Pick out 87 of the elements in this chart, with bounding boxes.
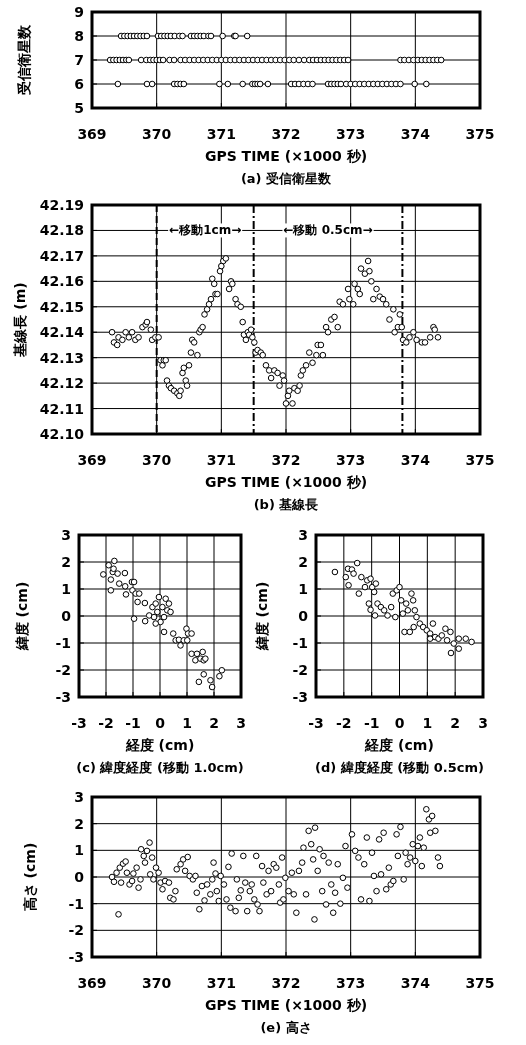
y-tick-label: -2 bbox=[68, 922, 84, 939]
y-axis-title: 基線長 (m) bbox=[12, 282, 28, 358]
x-tick-label: 371 bbox=[206, 452, 236, 468]
y-tick-label: -2 bbox=[292, 662, 308, 678]
y-tick-label: 1 bbox=[298, 581, 308, 597]
text: (c) 緯度経度 (移動 1.0cm) bbox=[76, 759, 244, 775]
x-axis-title: GPS TIME (×1000 秒) bbox=[204, 148, 368, 164]
x-axis-title: GPS TIME (×1000 秒) bbox=[204, 997, 368, 1013]
y-tick-label: 8 bbox=[74, 28, 84, 44]
y-tick-label: 9 bbox=[74, 4, 84, 20]
y-tick-label: 6 bbox=[74, 76, 84, 92]
y-tick-label: 3 bbox=[74, 789, 84, 805]
y-tick-label: 0 bbox=[74, 869, 85, 885]
y-tick-label: 1 bbox=[61, 581, 71, 597]
x-tick-label: 372 bbox=[271, 975, 301, 991]
y-tick-label: -1 bbox=[68, 895, 84, 912]
y-tick-label: -2 bbox=[55, 662, 71, 678]
y-axis-title: 受信衛星数 bbox=[16, 24, 32, 96]
x-axis-title: 経度 (cm) bbox=[364, 737, 434, 753]
text: (b) 基線長 bbox=[253, 496, 319, 512]
x-tick-label: 2 bbox=[209, 715, 219, 731]
x-tick-label: 374 bbox=[400, 452, 431, 468]
y-tick-label: 5 bbox=[74, 100, 84, 116]
x-tick-label: 373 bbox=[336, 452, 366, 468]
x-tick-label: 375 bbox=[465, 126, 495, 142]
x-tick-label: -1 bbox=[363, 715, 380, 731]
y-tick-label: -3 bbox=[55, 689, 71, 705]
y-axis-title: 高さ (cm) bbox=[22, 842, 38, 912]
x-tick-label: 373 bbox=[336, 126, 366, 142]
y-tick-label: 42.17 bbox=[39, 247, 84, 264]
x-tick-label: 2 bbox=[450, 715, 461, 731]
x-axis-title: 経度 (cm) bbox=[124, 737, 195, 753]
x-tick-label: 373 bbox=[336, 975, 366, 991]
x-tick-label: 374 bbox=[400, 975, 431, 991]
y-tick-label: -1 bbox=[55, 635, 71, 651]
x-tick-label: 369 bbox=[77, 126, 107, 142]
y-tick-label: 3 bbox=[61, 527, 71, 543]
y-tick-label: 42.10 bbox=[39, 426, 85, 442]
text: (e) 高さ bbox=[260, 1019, 312, 1035]
y-tick-label: 7 bbox=[74, 52, 84, 68]
x-tick-label: 1 bbox=[182, 715, 192, 731]
y-tick-label: -3 bbox=[68, 949, 84, 965]
text: (a) 受信衛星数 bbox=[240, 170, 333, 186]
x-tick-label: 0 bbox=[394, 715, 405, 731]
y-tick-label: 42.13 bbox=[39, 349, 84, 366]
y-tick-label: 42.15 bbox=[39, 298, 84, 315]
y-tick-label: -3 bbox=[292, 689, 308, 705]
x-tick-label: 371 bbox=[206, 975, 236, 991]
y-tick-label: 42.12 bbox=[39, 375, 84, 392]
x-tick-label: 1 bbox=[422, 715, 433, 731]
y-tick-label: 0 bbox=[61, 608, 72, 624]
annotation: ←移動1cm→ bbox=[169, 223, 242, 238]
x-tick-label: 3 bbox=[478, 715, 488, 731]
y-axis-title: 緯度 (cm) bbox=[14, 581, 30, 652]
x-tick-label: 372 bbox=[271, 126, 301, 142]
x-tick-label: 375 bbox=[465, 975, 495, 991]
text: (d) 緯度経度 (移動 0.5cm) bbox=[315, 759, 484, 775]
y-tick-label: 2 bbox=[61, 554, 71, 570]
y-tick-label: 2 bbox=[298, 554, 308, 570]
annotation: ←移動 0.5cm→ bbox=[283, 223, 373, 238]
x-tick-label: -1 bbox=[125, 715, 141, 731]
x-tick-label: 369 bbox=[77, 975, 107, 991]
x-tick-label: 0 bbox=[155, 715, 166, 731]
x-tick-label: 372 bbox=[271, 452, 301, 468]
y-tick-label: 1 bbox=[74, 842, 84, 859]
y-tick-label: 42.18 bbox=[39, 222, 84, 239]
x-tick-label: 371 bbox=[206, 126, 236, 142]
y-tick-label: 42.11 bbox=[39, 400, 84, 417]
x-tick-label: 369 bbox=[77, 452, 107, 468]
y-tick-label: 3 bbox=[298, 527, 308, 543]
x-axis-title: GPS TIME (×1000 秒) bbox=[204, 474, 368, 490]
y-tick-label: 42.14 bbox=[39, 324, 85, 341]
y-tick-label: 42.16 bbox=[39, 273, 84, 290]
y-tick-label: 0 bbox=[298, 608, 309, 624]
x-tick-label: 3 bbox=[236, 715, 246, 731]
x-tick-label: 375 bbox=[465, 452, 495, 468]
x-tick-label: 370 bbox=[142, 126, 172, 142]
x-tick-label: -2 bbox=[336, 715, 352, 731]
x-tick-label: -2 bbox=[98, 715, 114, 731]
x-tick-label: 370 bbox=[142, 975, 172, 991]
x-tick-label: -3 bbox=[308, 715, 324, 731]
y-axis-title: 緯度 (cm) bbox=[254, 581, 270, 652]
x-tick-label: 374 bbox=[400, 126, 431, 142]
y-tick-label: 42.19 bbox=[39, 197, 84, 213]
x-tick-label: 370 bbox=[142, 452, 172, 468]
y-tick-label: 2 bbox=[74, 815, 84, 832]
y-tick-label: -1 bbox=[292, 635, 308, 651]
